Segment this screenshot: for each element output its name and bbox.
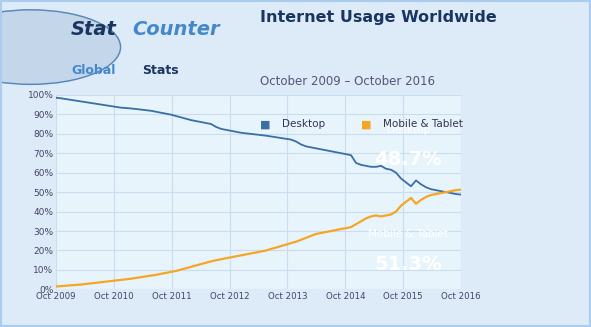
Circle shape xyxy=(0,10,121,84)
Text: Counter: Counter xyxy=(132,20,220,39)
Text: Mobile & Tablet: Mobile & Tablet xyxy=(383,119,463,129)
Text: Internet Usage Worldwide: Internet Usage Worldwide xyxy=(260,10,497,25)
Text: 51.3%: 51.3% xyxy=(375,255,442,274)
Text: Stats: Stats xyxy=(142,64,178,77)
Text: Desktop: Desktop xyxy=(282,119,326,129)
Text: Desktop: Desktop xyxy=(387,125,430,135)
Text: October 2009 – October 2016: October 2009 – October 2016 xyxy=(260,75,435,88)
Text: 48.7%: 48.7% xyxy=(375,150,442,169)
Text: Mobile & Tablet: Mobile & Tablet xyxy=(368,229,449,239)
Text: ■: ■ xyxy=(260,119,271,129)
Text: ■: ■ xyxy=(361,119,371,129)
Text: Stat: Stat xyxy=(71,20,117,39)
Text: Global: Global xyxy=(71,64,115,77)
